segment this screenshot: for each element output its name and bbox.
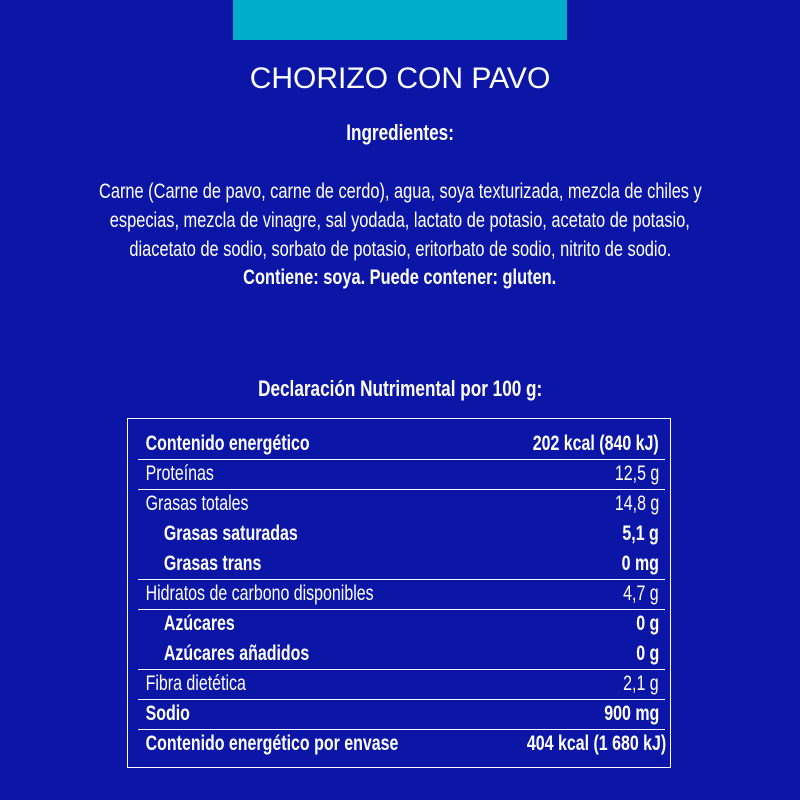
ingredients-heading-text: Ingredientes: — [346, 120, 454, 145]
nutrient-label: Contenido energético por envase — [145, 732, 399, 755]
nutrition-row: Hidratos de carbono disponibles 4,7 g — [138, 579, 665, 610]
nutrient-label: Grasas trans — [163, 552, 262, 575]
nutrition-row: Proteínas 12,5 g — [138, 459, 665, 490]
nutrient-value: 5,1 g — [622, 522, 659, 545]
nutrition-row: Grasas trans 0 mg — [138, 549, 665, 580]
nutrition-table: Contenido energético 202 kcal (840 kJ) Pro… — [127, 418, 671, 768]
ingredients-text: especias, mezcla de vinagre, sal yodada,… — [109, 209, 691, 232]
nutrition-row: Fibra dietética 2,1 g — [138, 669, 665, 700]
nutrient-value: 2,1 g — [623, 672, 659, 695]
nutrient-value: 404 kcal (1 680 kJ) — [526, 732, 666, 755]
nutrient-label: Grasas saturadas — [163, 522, 298, 545]
nutrient-value: 0 g — [635, 612, 659, 635]
nutrition-row: Contenido energético 202 kcal (840 kJ) — [138, 429, 665, 460]
nutrient-label: Hidratos de carbono disponibles — [145, 582, 374, 605]
nutrition-row: Grasas totales 14,8 g — [138, 489, 665, 519]
nutrient-label: Contenido energético — [145, 432, 310, 455]
ingredients-heading: Ingredientes: — [0, 120, 800, 146]
nutrient-value: 4,7 g — [623, 582, 659, 605]
nutrition-row: Grasas saturadas 5,1 g — [138, 519, 665, 549]
nutrient-label: Proteínas — [145, 462, 214, 485]
nutrient-value: 0 g — [635, 642, 659, 665]
allergens-text: Contiene: soya. Puede contener: gluten. — [243, 266, 557, 289]
nutrition-heading: Declaración Nutrimental por 100 g: — [0, 376, 800, 402]
ingredients-line-3: diacetato de sodio, sorbato de potasio, … — [0, 238, 800, 262]
nutrient-label: Grasas totales — [145, 492, 249, 515]
nutrient-label: Sodio — [145, 702, 190, 725]
nutrition-row: Contenido energético por envase 404 kcal … — [138, 729, 666, 759]
nutrition-row: Azúcares añadidos 0 g — [138, 639, 665, 670]
nutrition-heading-text: Declaración Nutrimental por 100 g: — [257, 376, 543, 401]
nutrient-label: Azúcares añadidos — [163, 642, 310, 665]
nutrient-label: Fibra dietética — [145, 672, 246, 695]
product-title: CHORIZO CON PAVO — [249, 62, 551, 95]
nutrient-value: 14,8 g — [614, 492, 659, 515]
nutrition-row: Sodio 900 mg — [138, 699, 665, 730]
ingredients-text: Carne (Carne de pavo, carne de cerdo), a… — [98, 180, 702, 203]
nutrient-value: 12,5 g — [614, 462, 659, 485]
nutrient-label: Azúcares — [163, 612, 235, 635]
allergens-statement: Contiene: soya. Puede contener: gluten. — [0, 266, 800, 290]
nutrient-value: 202 kcal (840 kJ) — [532, 432, 659, 455]
ingredients-line-1: Carne (Carne de pavo, carne de cerdo), a… — [0, 180, 800, 204]
nutrient-value: 0 mg — [621, 552, 659, 575]
accent-tab — [233, 0, 567, 40]
ingredients-line-2: especias, mezcla de vinagre, sal yodada,… — [0, 209, 800, 233]
nutrient-value: 900 mg — [603, 702, 659, 725]
nutrition-row: Azúcares 0 g — [138, 609, 665, 639]
ingredients-text: diacetato de sodio, sorbato de potasio, … — [129, 238, 671, 261]
